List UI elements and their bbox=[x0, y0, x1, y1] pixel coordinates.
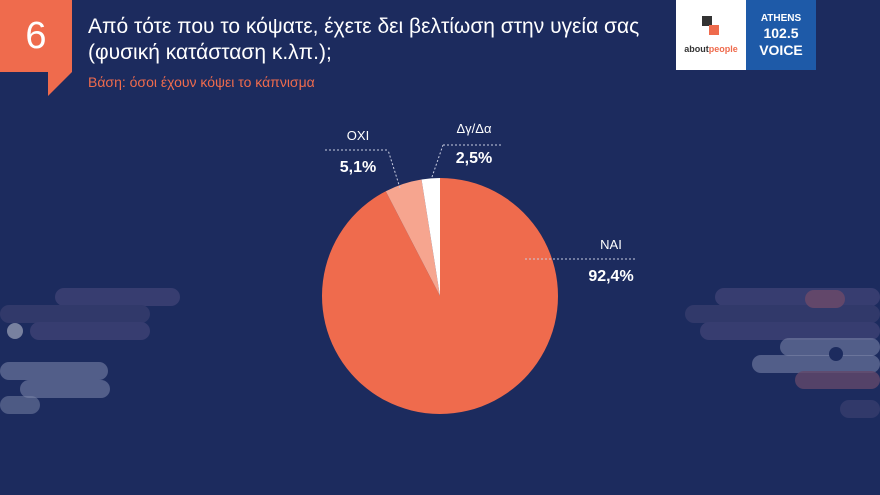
base-subtitle: Βάση: όσοι έχουν κόψει το κάπνισμα bbox=[88, 74, 315, 90]
value-label-dgda: 2,5% bbox=[456, 150, 492, 167]
category-label-dgda: Δγ/Δα bbox=[457, 121, 492, 136]
athens-voice-line3: VOICE bbox=[759, 42, 803, 58]
decorative-clouds-left bbox=[0, 288, 180, 414]
aboutpeople-wordmark: aboutpeople bbox=[676, 44, 746, 54]
category-label-nai: ΝΑΙ bbox=[600, 237, 622, 252]
slide-number: 6 bbox=[25, 15, 47, 57]
value-label-oxi: 5,1% bbox=[340, 159, 376, 176]
slide-number-tail bbox=[48, 72, 72, 96]
athens-voice-logo: ATHENS 102.5 VOICE bbox=[746, 0, 816, 70]
question-title: Από τότε που το κόψατε, έχετε δει βελτίω… bbox=[88, 15, 640, 64]
leader-line-oxi bbox=[387, 149, 401, 189]
decorative-clouds-right bbox=[685, 288, 880, 418]
aboutpeople-mark-icon bbox=[702, 16, 719, 35]
pie-slice-dgda bbox=[421, 178, 440, 296]
athens-voice-line1: ATHENS bbox=[760, 13, 802, 24]
category-label-oxi: ΟΧΙ bbox=[347, 128, 369, 143]
pie-slice-nai bbox=[321, 178, 558, 414]
aboutpeople-wordmark-part2: people bbox=[708, 44, 738, 54]
aboutpeople-logo: aboutpeople bbox=[676, 0, 746, 70]
leader-line-dgda bbox=[431, 144, 444, 178]
pie-slice-oxi bbox=[385, 179, 440, 296]
athens-voice-line2: 102.5 bbox=[763, 25, 799, 41]
slide-number-badge: 6 bbox=[0, 0, 72, 72]
aboutpeople-wordmark-part1: about bbox=[684, 44, 709, 54]
value-label-nai: 92,4% bbox=[588, 268, 633, 285]
